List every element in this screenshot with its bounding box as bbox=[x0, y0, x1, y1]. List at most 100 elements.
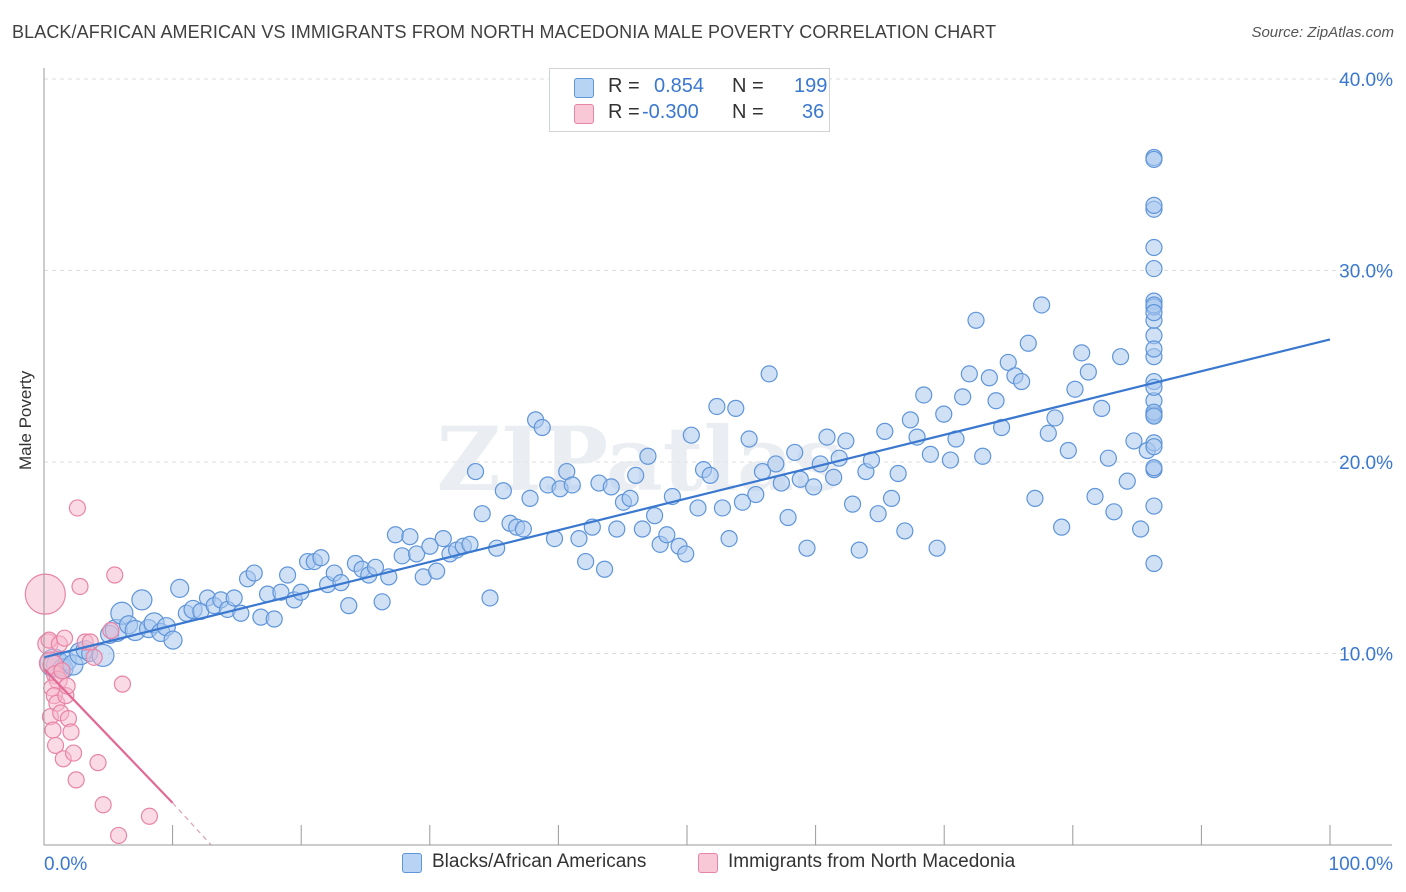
chart-source: Source: ZipAtlas.com bbox=[1251, 24, 1394, 41]
data-point-blacks bbox=[830, 449, 848, 467]
data-point-blacks bbox=[1079, 363, 1097, 381]
data-point-blacks bbox=[340, 597, 358, 615]
data-point-blacks bbox=[570, 529, 588, 548]
data-point-blacks bbox=[373, 593, 391, 611]
correlation-legend: R = 0.854 N = 199 R = -0.300 N = 36 bbox=[549, 68, 830, 132]
data-point-blacks bbox=[1039, 424, 1057, 442]
bottom-legend-swatch-blue bbox=[402, 853, 422, 873]
data-point-macedonia bbox=[44, 721, 62, 739]
data-point-blacks bbox=[713, 499, 732, 517]
data-point-blacks bbox=[1059, 441, 1077, 460]
trend-line-macedonia bbox=[43, 668, 174, 804]
data-point-blacks bbox=[602, 478, 620, 496]
data-point-blacks bbox=[1145, 238, 1163, 257]
data-point-macedonia bbox=[62, 723, 80, 741]
data-point-blacks bbox=[1132, 520, 1150, 538]
data-point-blacks bbox=[708, 397, 726, 416]
data-point-blacks bbox=[805, 478, 823, 496]
data-point-blacks bbox=[608, 520, 626, 538]
data-point-blacks bbox=[876, 422, 894, 440]
data-point-blacks bbox=[595, 560, 614, 578]
data-point-macedonia bbox=[46, 736, 65, 755]
y-tick-label: 20.0% bbox=[1339, 453, 1393, 474]
data-point-blacks bbox=[278, 566, 297, 584]
data-point-macedonia bbox=[89, 754, 107, 772]
data-point-blacks bbox=[1125, 432, 1143, 450]
data-point-blacks bbox=[1145, 196, 1163, 214]
data-point-blacks bbox=[1145, 459, 1163, 477]
data-point-blacks bbox=[533, 418, 551, 437]
data-point-blacks bbox=[170, 578, 190, 598]
legend-r-value: 0.854 bbox=[654, 75, 705, 97]
data-point-blacks bbox=[779, 508, 797, 527]
data-point-macedonia bbox=[140, 807, 159, 825]
data-point-blacks bbox=[921, 445, 940, 463]
data-point-blacks bbox=[733, 493, 752, 511]
data-point-blacks bbox=[850, 541, 868, 559]
data-point-macedonia bbox=[71, 577, 89, 596]
data-point-macedonia bbox=[106, 566, 124, 584]
data-point-blacks bbox=[393, 547, 411, 565]
data-point-macedonia bbox=[64, 744, 83, 762]
data-point-blacks bbox=[265, 610, 283, 628]
data-point-blacks bbox=[837, 432, 855, 450]
data-point-blacks bbox=[786, 443, 804, 462]
data-point-blacks bbox=[633, 520, 651, 538]
data-point-blacks bbox=[915, 386, 933, 404]
data-point-blacks bbox=[1118, 472, 1136, 490]
data-point-blacks bbox=[1145, 554, 1163, 573]
data-point-blacks bbox=[1145, 259, 1163, 278]
data-point-blacks bbox=[1019, 334, 1037, 352]
data-point-blacks bbox=[401, 528, 419, 546]
data-point-macedonia bbox=[53, 662, 71, 680]
data-point-blacks bbox=[701, 466, 719, 485]
y-tick-label: 30.0% bbox=[1339, 262, 1393, 283]
data-point-blacks bbox=[677, 545, 695, 563]
data-point-blacks bbox=[621, 489, 639, 507]
data-point-blacks bbox=[1105, 503, 1123, 521]
data-point-blacks bbox=[658, 526, 676, 544]
data-point-blacks bbox=[131, 589, 153, 611]
data-point-blacks bbox=[689, 499, 707, 517]
data-point-blacks bbox=[901, 411, 919, 429]
data-point-blacks bbox=[1145, 438, 1163, 456]
data-point-macedonia bbox=[67, 771, 85, 789]
legend-r-value: -0.300 bbox=[642, 101, 699, 123]
data-point-blacks bbox=[645, 507, 664, 525]
trend-line-blacks bbox=[43, 338, 1331, 659]
bottom-legend-swatch-pink bbox=[698, 853, 718, 873]
legend-n-label: N = bbox=[732, 101, 764, 123]
data-point-blacks bbox=[889, 464, 907, 483]
data-point-blacks bbox=[896, 522, 914, 540]
data-point-blacks bbox=[639, 447, 657, 465]
data-point-blacks bbox=[627, 466, 645, 485]
axes: 10.0% 20.0% 30.0% 40.0% 0.0% 100.0% bbox=[43, 68, 1393, 875]
y-tick-label: 10.0% bbox=[1339, 645, 1393, 666]
data-point-blacks bbox=[1145, 150, 1163, 169]
data-point-blacks bbox=[386, 526, 405, 544]
data-point-blacks bbox=[747, 485, 765, 504]
data-point-macedonia bbox=[102, 621, 120, 640]
legend-swatch-blue bbox=[574, 78, 594, 98]
data-point-blacks bbox=[312, 549, 330, 567]
legend-n-label: N = bbox=[732, 75, 764, 97]
data-point-blacks bbox=[767, 455, 785, 473]
data-point-blacks bbox=[825, 468, 843, 486]
data-point-blacks bbox=[245, 564, 263, 582]
data-point-blacks bbox=[428, 562, 446, 580]
data-point-blacks bbox=[987, 392, 1005, 410]
bottom-legend-label-macedonia: Immigrants from North Macedonia bbox=[728, 851, 1016, 872]
data-point-blacks bbox=[1145, 304, 1163, 322]
y-tick-label: 40.0% bbox=[1339, 70, 1393, 91]
data-point-blacks bbox=[928, 539, 946, 557]
data-point-blacks bbox=[1073, 344, 1091, 362]
x-tick-label-min: 0.0% bbox=[44, 854, 87, 875]
data-point-blacks bbox=[225, 589, 243, 607]
bottom-legend-label-blacks: Blacks/African Americans bbox=[432, 851, 647, 872]
data-point-blacks bbox=[1046, 409, 1064, 427]
legend-swatch-pink bbox=[574, 104, 594, 124]
data-point-blacks bbox=[1093, 399, 1111, 417]
data-point-blacks bbox=[740, 430, 758, 448]
data-point-blacks bbox=[935, 405, 953, 423]
